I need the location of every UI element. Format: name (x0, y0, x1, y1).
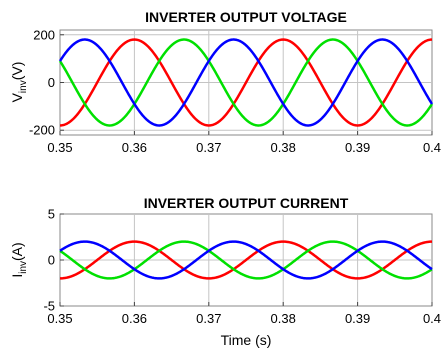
voltage-x-tick-label: 0.35 (47, 140, 72, 155)
current-ticks: 0.35 0.36 0.37 0.38 0.39 0.4 -5 0 5 (43, 207, 441, 327)
current-series-red (59, 240, 433, 280)
voltage-x-tick-label: 0.4 (423, 140, 441, 155)
voltage-panel-title: INVERTER OUTPUT VOLTAGE (145, 9, 347, 25)
voltage-y-tick-label: 200 (33, 27, 55, 42)
voltage-x-tick-label: 0.39 (345, 140, 370, 155)
current-y-tick-label: 0 (48, 253, 55, 268)
voltage-series (58, 38, 434, 127)
voltage-x-tick-label: 0.38 (271, 140, 296, 155)
voltage-series-blue (58, 38, 434, 127)
current-panel-title: INVERTER OUTPUT CURRENT (144, 195, 349, 211)
current-y-axis-label: Iinv(A) (9, 242, 29, 277)
voltage-panel: INVERTER OUTPUT VOLTAGE 0.35 0.36 0.37 0.38… (9, 9, 441, 155)
current-panel: INVERTER OUTPUT CURRENT 0.35 0.36 0.37 0.38… (9, 195, 441, 348)
current-series-blue (59, 240, 433, 280)
voltage-y-axis-label: Vinv(V) (9, 62, 29, 103)
current-x-tick-label: 0.37 (196, 311, 221, 326)
current-x-tick-label: 0.35 (47, 311, 72, 326)
current-x-tick-label: 0.4 (423, 311, 441, 326)
current-series-green (59, 240, 433, 280)
current-y-tick-label: 5 (48, 207, 55, 222)
current-x-tick-label: 0.39 (345, 311, 370, 326)
current-series (59, 240, 433, 280)
current-x-axis-label: Time (s) (221, 332, 272, 348)
voltage-x-tick-label: 0.36 (122, 140, 147, 155)
voltage-x-tick-label: 0.37 (196, 140, 221, 155)
voltage-y-tick-label: 0 (48, 75, 55, 90)
voltage-y-tick-label: -200 (29, 123, 55, 138)
voltage-series-green (58, 38, 434, 127)
voltage-series-red (59, 38, 433, 127)
current-x-tick-label: 0.38 (271, 311, 296, 326)
current-x-tick-label: 0.36 (122, 311, 147, 326)
current-y-tick-label: -5 (43, 299, 55, 314)
voltage-ticks: 0.35 0.36 0.37 0.38 0.39 0.4 -200 0 200 (29, 27, 441, 155)
